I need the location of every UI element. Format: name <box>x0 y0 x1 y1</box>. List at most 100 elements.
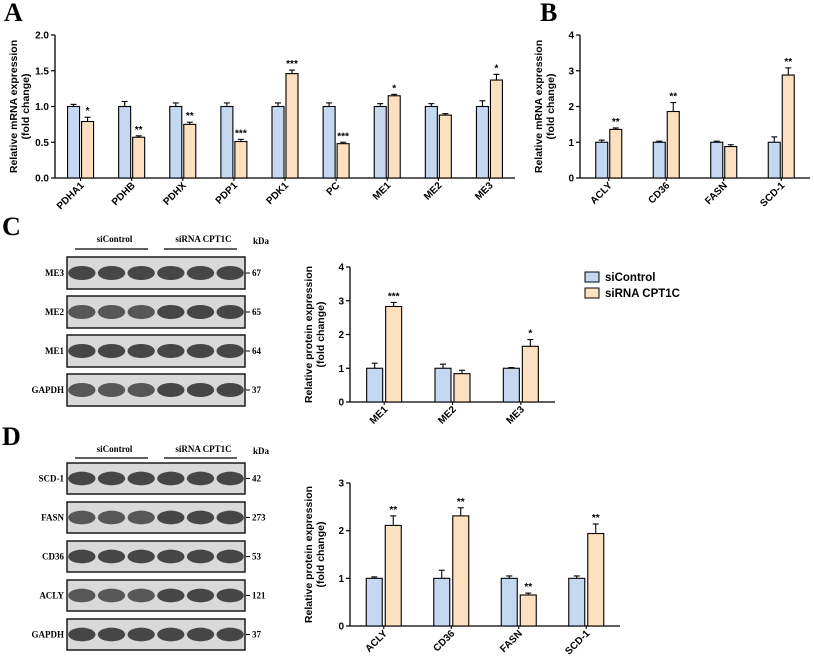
blot-band <box>97 471 126 486</box>
significance-label: ** <box>592 513 600 524</box>
y-tick-label: 4 <box>568 31 574 42</box>
blot-band <box>68 549 96 564</box>
bar-sicontrol-cd36 <box>652 141 666 179</box>
blot-strip-fasn <box>66 501 246 534</box>
y-axis-label: Relative protein expression (fold change) <box>303 486 327 623</box>
blot-protein-label: ME2 <box>45 307 64 317</box>
significance-label: ** <box>784 57 792 68</box>
bar-sicontrol-pdhb <box>118 105 132 179</box>
blot-band <box>127 343 155 359</box>
significance-label: ** <box>457 497 465 508</box>
blot-band <box>157 588 185 603</box>
y-tick-label: 1 <box>338 574 344 585</box>
x-tick-label: SCD-1 <box>758 180 787 209</box>
bar-sirna-pc <box>336 143 350 179</box>
panel-letter-b: B <box>540 0 558 27</box>
panel-letter-a: A <box>4 0 23 27</box>
blot-band <box>97 510 126 525</box>
chart-b: 0 1 2 3 4 Relative mRNA expression (fold chang… <box>533 31 810 209</box>
blot-band <box>186 588 215 603</box>
blot-strip-acly <box>66 579 246 612</box>
bar-sirna-acly <box>384 524 402 627</box>
blot-band <box>216 510 244 525</box>
western-blot-c: siControl siRNA CPT1C kDa ME3 67 ME2 65 ME1 64 GA… <box>32 234 270 407</box>
blot-strip-me2 <box>66 295 246 329</box>
bar-sicontrol-me1 <box>366 367 384 403</box>
y-tick-label: 3 <box>338 296 344 307</box>
blot-band <box>186 265 215 281</box>
significance-label: ** <box>186 111 194 122</box>
legend-swatch-sirna <box>584 287 600 299</box>
bar-sirna-me1 <box>385 305 403 403</box>
blot-band <box>127 304 155 320</box>
y-axis-label-line: Relative mRNA expression <box>8 40 20 173</box>
bar-sirna-scd-1 <box>781 74 795 179</box>
bar-sirna-fasn <box>519 594 537 627</box>
significance-label: * <box>392 83 396 94</box>
bar-sicontrol-me3 <box>502 367 520 403</box>
bar-sirna-me2 <box>453 373 471 403</box>
significance-label: *** <box>235 128 247 139</box>
blot-band <box>97 265 126 281</box>
x-tick-label: ACLY <box>588 180 615 207</box>
blot-band <box>216 549 244 564</box>
bar-sirna-cd36 <box>666 110 680 179</box>
blot-band <box>68 382 96 398</box>
blot-protein-label: GAPDH <box>32 630 65 640</box>
kda-value: 121 <box>252 591 266 601</box>
blot-band <box>186 382 215 398</box>
bar-sirna-me3 <box>489 79 503 179</box>
x-tick-label: ME1 <box>371 180 394 203</box>
x-tick-label-group: PDK1 <box>264 180 291 207</box>
x-tick-label-group: PDHA1 <box>55 180 87 212</box>
blot-protein-label: ME1 <box>45 346 64 356</box>
y-axis-label-line: (fold change) <box>20 74 32 140</box>
blot-band <box>68 304 96 320</box>
bar-sicontrol-pdk1 <box>271 105 285 179</box>
blot-group-label-sirna: siRNA CPT1C <box>175 444 231 454</box>
legend-label-sirna: siRNA CPT1C <box>605 288 680 300</box>
blot-strip-scd-1 <box>66 462 246 495</box>
blot-band <box>68 588 96 603</box>
blot-protein-label: ME3 <box>45 268 64 278</box>
blot-band <box>216 304 244 320</box>
blot-band <box>157 343 185 359</box>
bar-sicontrol-me2 <box>424 105 438 179</box>
x-tick-label: PDHB <box>110 180 138 208</box>
blot-band <box>216 343 244 359</box>
significance-label: * <box>528 329 532 340</box>
blot-band <box>216 627 244 642</box>
blot-band <box>68 627 96 642</box>
blot-group-label-sicontrol: siControl <box>97 444 133 454</box>
blot-band <box>127 588 155 603</box>
blot-strip-gapdh <box>66 618 246 651</box>
y-tick-label: 1.0 <box>35 102 49 113</box>
blot-band <box>216 265 244 281</box>
y-axis-label-line: Relative mRNA expression <box>533 40 545 173</box>
significance-label: *** <box>388 291 400 302</box>
y-tick-label: 0.0 <box>35 174 49 185</box>
x-tick-label-group: PC <box>325 180 343 198</box>
x-tick-label: FASN <box>703 180 730 207</box>
x-tick-label-group: ME3 <box>505 404 528 427</box>
blot-band <box>97 304 126 320</box>
blot-band <box>186 471 215 486</box>
bar-sirna-fasn <box>724 145 738 179</box>
bar-sicontrol-fasn <box>500 577 518 627</box>
x-tick-label-group: PDHB <box>110 180 138 208</box>
legend-swatch-sicontrol <box>584 271 600 283</box>
bar-sicontrol-scd-1 <box>767 141 781 179</box>
y-tick-label: 0 <box>338 398 344 409</box>
blot-band <box>127 510 155 525</box>
x-tick-label-group: ME1 <box>368 404 391 427</box>
bar-sirna-cd36 <box>452 515 470 627</box>
significance-label: ** <box>524 582 532 593</box>
x-tick-label: ACLY <box>363 628 390 655</box>
y-tick-label: 4 <box>338 263 344 274</box>
x-tick-label: ME2 <box>422 180 445 203</box>
bar-sirna-me3 <box>521 345 539 403</box>
blot-strip-gapdh <box>66 373 246 407</box>
x-tick-label: CD36 <box>647 180 673 206</box>
x-tick-label: ME3 <box>473 180 496 203</box>
